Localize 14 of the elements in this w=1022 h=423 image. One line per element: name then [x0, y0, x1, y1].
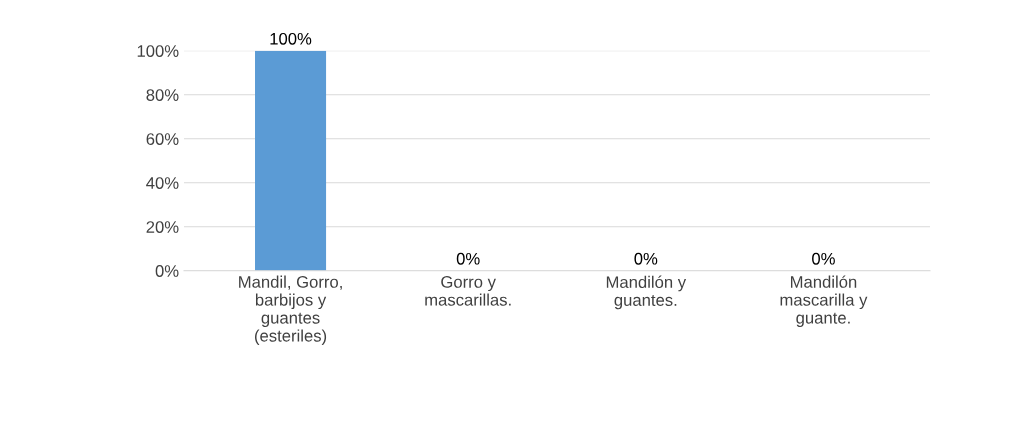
x-tick-label: Gorro y mascarillas. [425, 276, 511, 306]
data-label: 0% [812, 252, 835, 265]
y-tick-label: 80% [146, 89, 179, 101]
x-tick-label: Mandilón mascarilla y guante. [780, 275, 868, 328]
y-tick-label: 0% [155, 265, 179, 277]
data-label: 100% [270, 32, 312, 45]
x-tick-label: Mandil, Gorro, barbijos y guantes (esteriles) [239, 275, 342, 345]
y-tick-label: 60% [146, 133, 179, 145]
data-label: 0% [456, 252, 480, 265]
y-tick-label: 100% [137, 45, 179, 57]
x-tick-label: Mandilón y guantes. [606, 275, 687, 310]
y-tick-label: 20% [146, 221, 179, 233]
y-tick-label: 40% [146, 177, 179, 189]
data-label: 0% [634, 252, 658, 265]
